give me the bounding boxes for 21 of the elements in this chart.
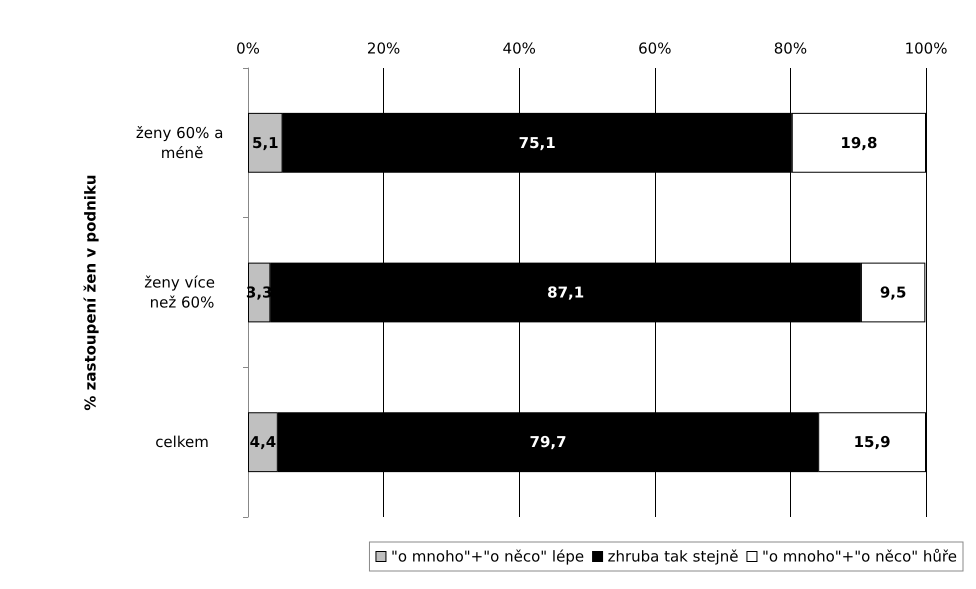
y-tick-label: ženy 60% a méně (136, 124, 228, 162)
y-axis-title: % zastoupení žen v podniku (82, 174, 100, 411)
data-label: 4,4 (250, 433, 276, 452)
x-tick-label: 60% (638, 40, 672, 58)
data-label: 19,8 (840, 134, 878, 152)
x-tick-label: 80% (774, 40, 808, 58)
y-tick-label: celkem (155, 433, 209, 452)
x-tick-label: 20% (366, 40, 400, 58)
data-label: 9,5 (880, 284, 906, 302)
legend-label: zhruba tak stejně (608, 548, 738, 566)
y-tick-label: ženy více než 60% (144, 274, 220, 312)
data-label: 5,1 (252, 134, 279, 152)
x-tick-label: 0% (236, 40, 260, 58)
x-tick-label: 100% (904, 40, 948, 58)
data-label: 75,1 (518, 134, 556, 152)
data-label: 15,9 (854, 433, 891, 452)
legend-label: "o mnoho"+"o něco" lépe (390, 548, 584, 566)
data-label: 79,7 (530, 433, 567, 452)
legend-label: "o mnoho"+"o něco" hůře (762, 548, 958, 566)
x-tick-label: 40% (502, 40, 536, 58)
data-label: 87,1 (547, 284, 584, 302)
